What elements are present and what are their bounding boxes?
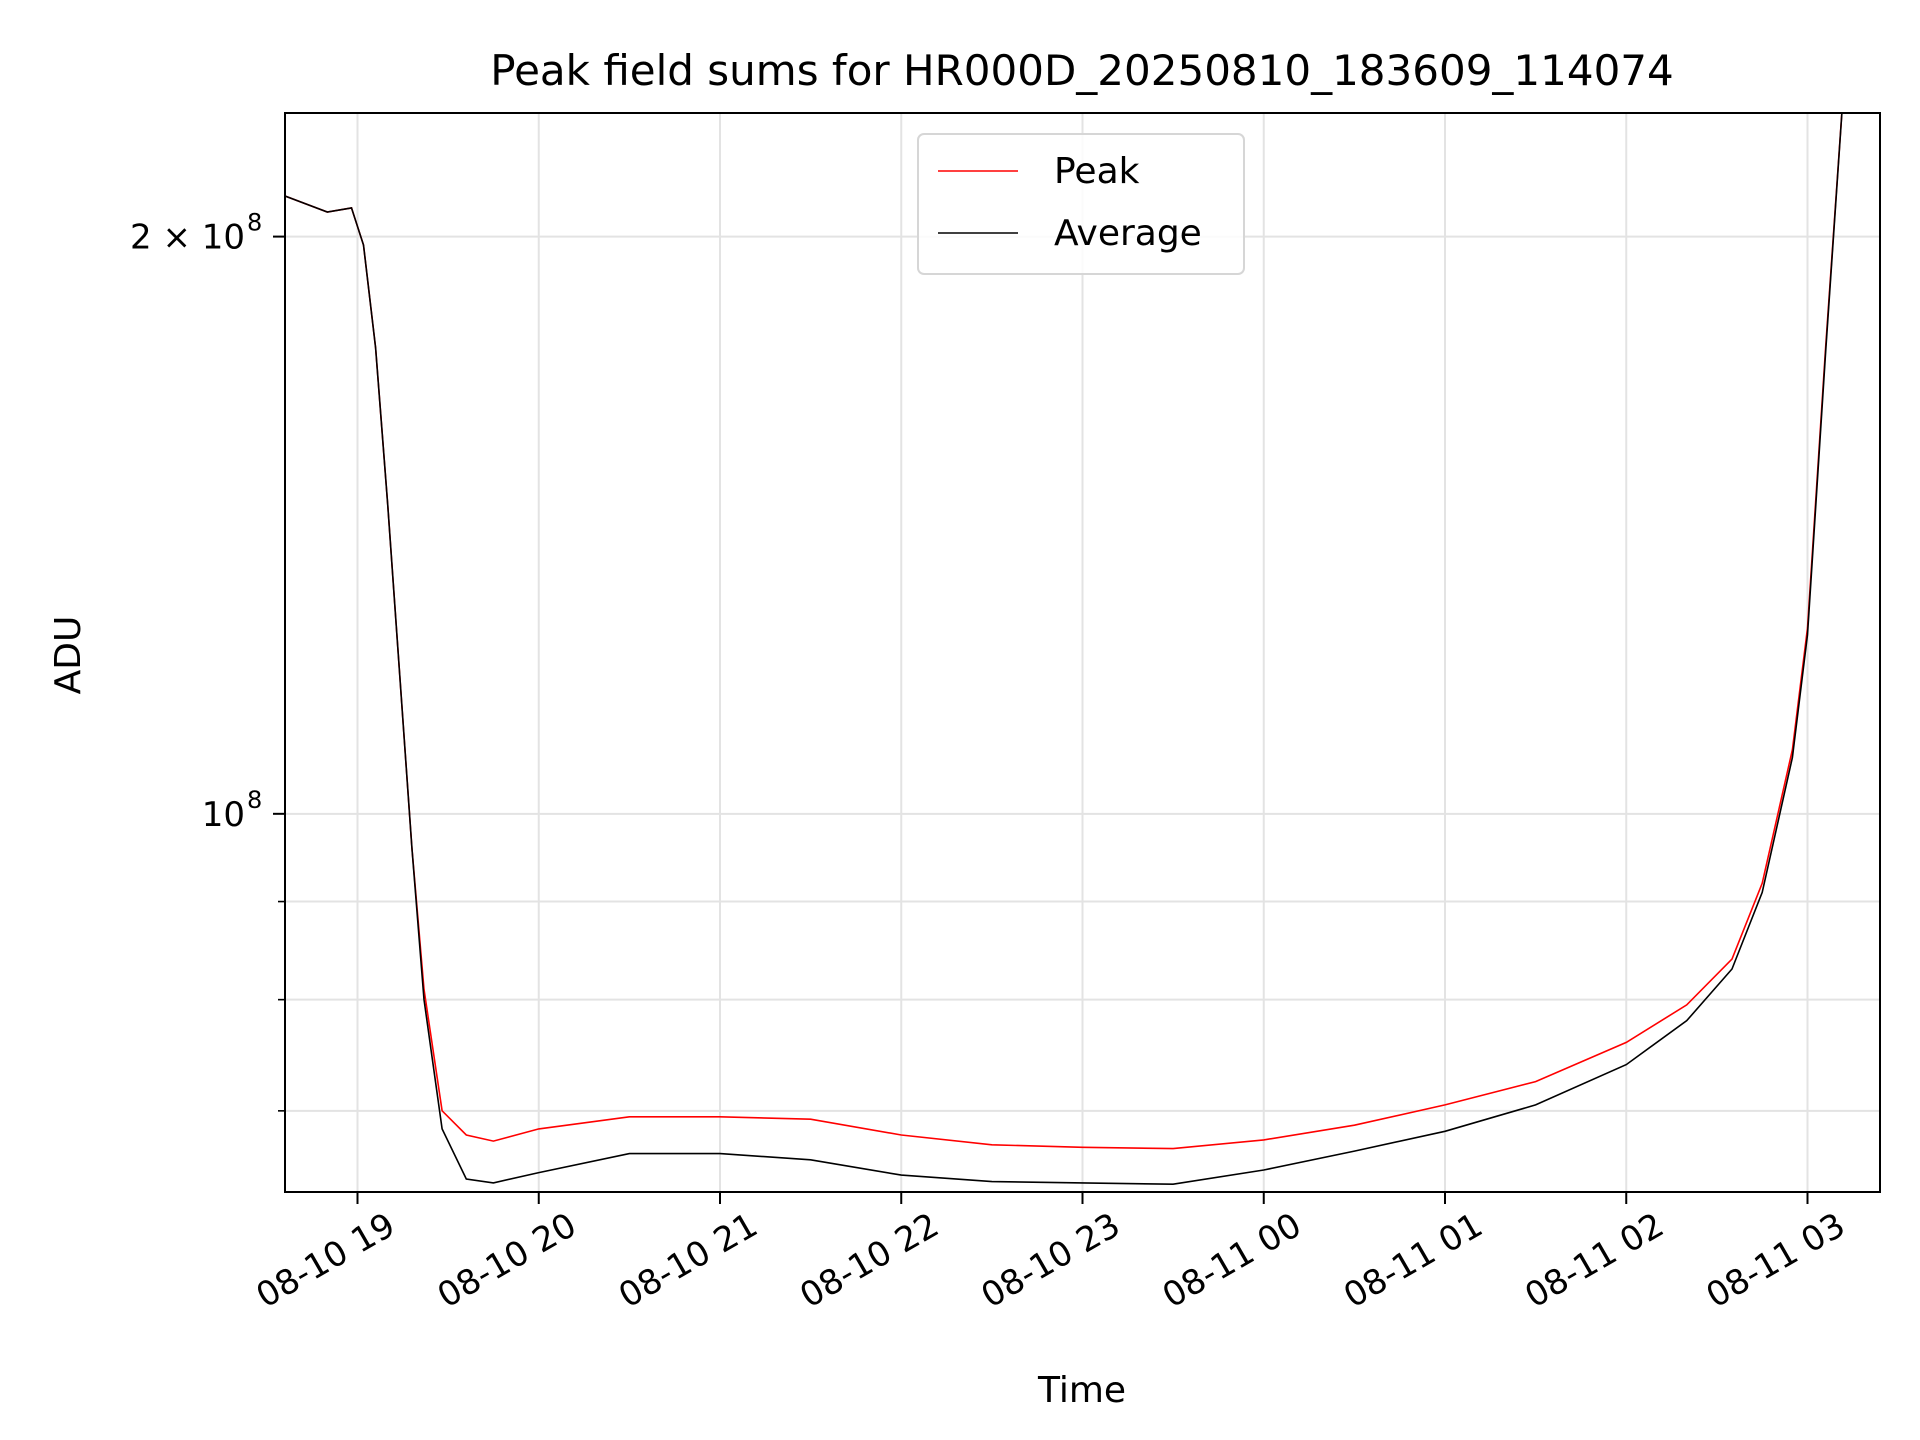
- series-layer: [285, 113, 1843, 1186]
- y-tick-label: 2 × 10: [130, 218, 245, 258]
- y-tick-exponent: 8: [247, 786, 262, 814]
- legend: Peak Average: [917, 133, 1245, 275]
- legend-box: [917, 133, 1245, 275]
- y-tick-label: 10: [202, 795, 245, 835]
- legend-label-average: Average: [1054, 213, 1202, 254]
- series-line-average: [285, 113, 1843, 1186]
- y-axis-label: ADU: [48, 616, 89, 695]
- chart-title: Peak field sums for HR000D_20250810_1836…: [490, 46, 1674, 95]
- y-tick-exponent: 8: [247, 209, 262, 237]
- y-ticks: 10 82 × 10 8: [130, 209, 285, 1112]
- legend-label-peak: Peak: [1054, 151, 1140, 192]
- x-axis-label: Time: [1037, 1370, 1126, 1411]
